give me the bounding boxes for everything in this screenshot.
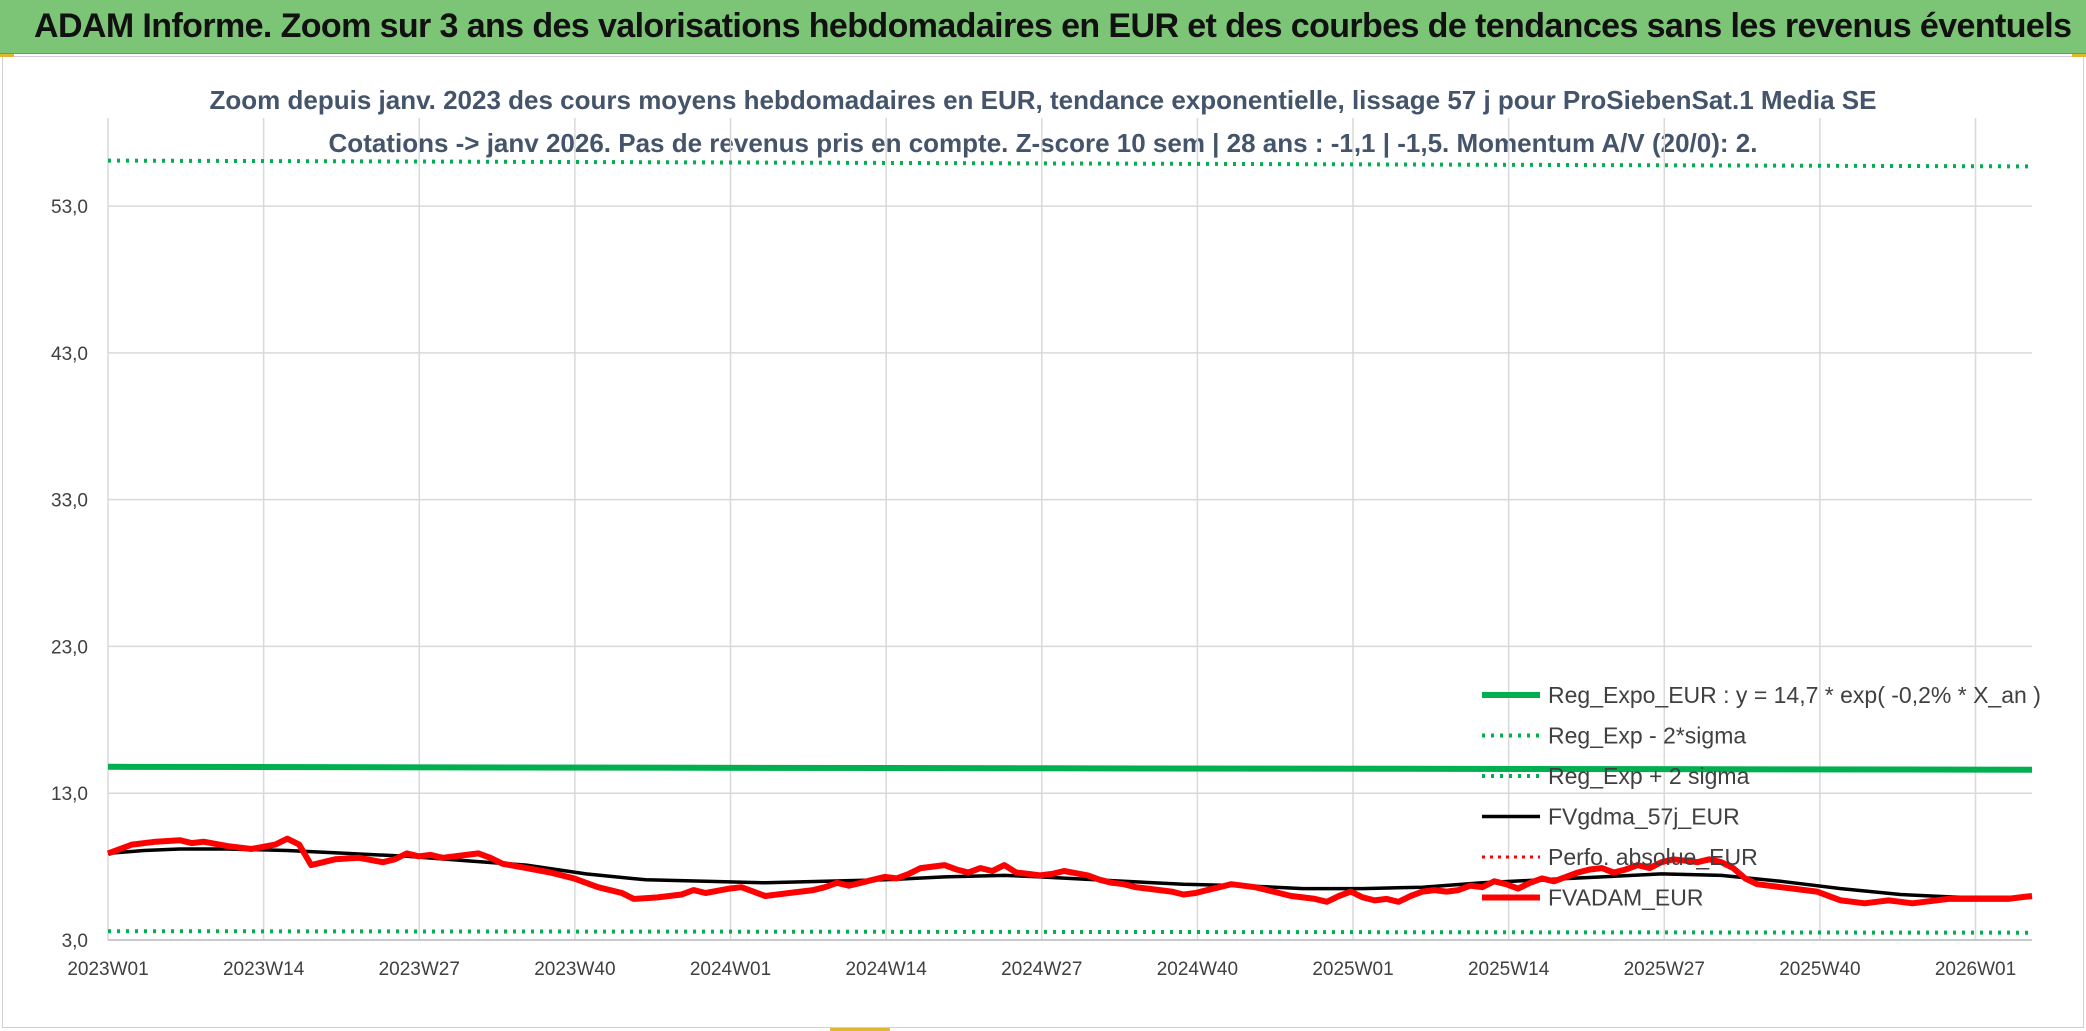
x-tick-label: 2024W40 — [1157, 959, 1238, 980]
frame-corner-right — [2072, 54, 2086, 57]
series-line-reg-exp-2-sigma — [107, 929, 2033, 935]
x-tick-label: 2025W40 — [1779, 959, 1860, 980]
x-tick-label: 2023W14 — [223, 959, 305, 980]
y-tick-label: 43,0 — [51, 344, 88, 365]
x-tick-label: 2026W01 — [1935, 959, 2016, 980]
legend-label-fvadam-eur: FVADAM_EUR — [1548, 885, 1704, 911]
y-tick-label: 23,0 — [51, 637, 88, 658]
legend-label-reg-exp-2-sigma: Reg_Exp + 2 sigma — [1548, 763, 1750, 789]
y-tick-label: 33,0 — [51, 491, 88, 512]
chart-subtitle: Cotations -> janv 2026. Pas de revenus p… — [329, 128, 1758, 158]
report-banner: ADAM Informe. Zoom sur 3 ans des valoris… — [0, 0, 2086, 54]
series-line-reg-exp-2-sigma — [107, 158, 2033, 169]
x-tick-label: 2025W14 — [1468, 959, 1550, 980]
legend-label-reg-exp-2-sigma: Reg_Exp - 2*sigma — [1548, 723, 1746, 749]
legend: Reg_Expo_EUR : y = 14,7 * exp( -0,2% * X… — [1482, 682, 2041, 911]
y-tick-label: 53,0 — [51, 197, 88, 218]
x-tick-label: 2023W01 — [67, 959, 148, 980]
chart-frame — [2, 56, 2084, 1028]
grid-layer — [107, 118, 2032, 941]
series-line-reg-expo-eur-y-14-7-exp-0-2-x-an — [107, 763, 2033, 773]
x-tick-label: 2025W01 — [1312, 959, 1393, 980]
axis-layer: 3,0 13,0 23,0 33,0 43,0 53,0 2023W01 2023W14 202… — [51, 197, 2032, 980]
legend-label-perfo-absolue-eur: Perfo. absolue_EUR — [1548, 844, 1758, 870]
y-tick-label: 13,0 — [51, 784, 88, 805]
series-line-fvadam-eur — [106, 835, 2033, 907]
x-tick-label: 2023W40 — [534, 959, 615, 980]
x-tick-label: 2023W27 — [379, 959, 460, 980]
frame-marker-bottom — [830, 1028, 890, 1031]
legend-label-reg-expo-eur-y-14-7-exp-0-2-x-an: Reg_Expo_EUR : y = 14,7 * exp( -0,2% * X… — [1548, 682, 2041, 708]
x-tick-label: 2024W27 — [1001, 959, 1082, 980]
series-layer — [106, 158, 2033, 935]
x-tick-label: 2025W27 — [1624, 959, 1705, 980]
frame-corner-left — [0, 54, 14, 57]
x-tick-label: 2024W01 — [690, 959, 771, 980]
chart-title: Zoom depuis janv. 2023 des cours moyens … — [210, 85, 1877, 115]
y-tick-label: 3,0 — [62, 931, 88, 952]
legend-label-fvgdma-57j-eur: FVgdma_57j_EUR — [1548, 804, 1740, 830]
x-tick-label: 2024W14 — [845, 959, 927, 980]
report-title: ADAM Informe. Zoom sur 3 ans des valoris… — [34, 7, 2072, 45]
